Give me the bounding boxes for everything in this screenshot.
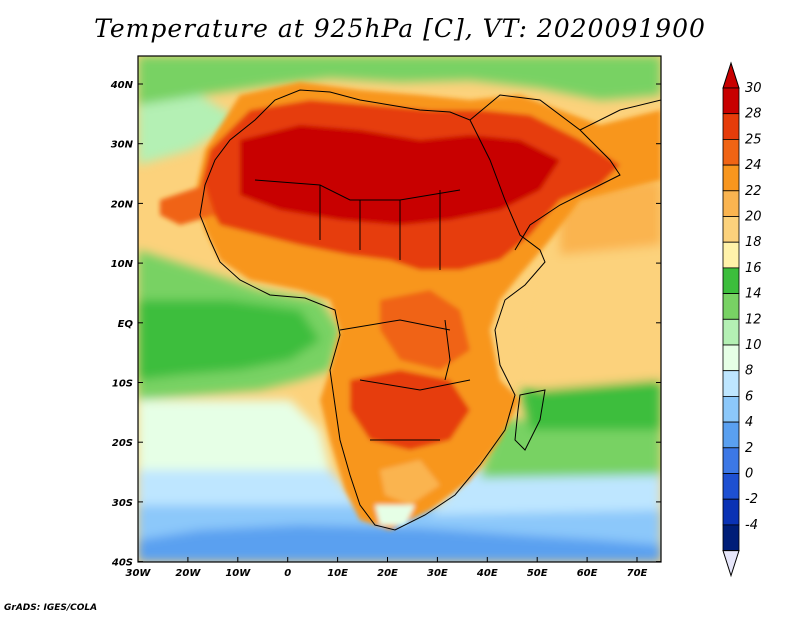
colorbar-swatch: [722, 447, 740, 474]
colorbar-swatch: [722, 318, 740, 346]
lat-label: 20N: [111, 199, 134, 210]
colorbar-label: -2: [745, 492, 758, 507]
lat-label: 10S: [112, 379, 133, 390]
lon-label: 10E: [327, 568, 348, 579]
lon-label: 40E: [476, 568, 498, 579]
lon-label: 20W: [175, 568, 201, 579]
colorbar-swatch: [722, 421, 740, 449]
colorbar-swatch: [722, 498, 740, 526]
colorbar-label: 18: [745, 235, 762, 250]
colorbar-label: 24: [745, 158, 762, 173]
colorbar-label: 0: [745, 467, 753, 482]
lon-label: 30E: [427, 568, 448, 579]
colorbar-label: 20: [745, 210, 762, 225]
lat-label: 30S: [112, 498, 133, 509]
lat-label: 10N: [111, 259, 134, 270]
colorbar-swatch: [722, 370, 740, 397]
lat-label: 20S: [112, 438, 133, 449]
colorbar-label: 25: [745, 132, 762, 147]
coastlines: [199, 89, 661, 531]
plot-frame: [137, 55, 662, 563]
colorbar-label: 6: [745, 389, 753, 404]
colorbar-bottom-arrow: [722, 550, 740, 578]
lon-label: 0: [284, 568, 291, 579]
lat-label: 40S: [111, 558, 133, 569]
temperature-field: [138, 56, 661, 562]
colorbar-swatch: [722, 190, 740, 217]
lon-axis: 30W 20W 10W 0 10E 20E 30E 40E 50E 60E 70E: [126, 557, 648, 579]
colorbar-label: 2: [745, 441, 753, 456]
colorbar-swatch: [722, 473, 740, 500]
lat-label: EQ: [118, 319, 134, 330]
colorbar-swatch: [722, 113, 740, 140]
lat-label: 30N: [111, 140, 134, 151]
colorbar-top-arrow: [722, 61, 740, 89]
colorbar-swatch: [722, 524, 740, 552]
colorbar-label: 12: [745, 312, 762, 327]
colorbar-label: 4: [745, 415, 753, 430]
colorbar-label: 22: [745, 184, 762, 199]
colorbar-swatch: [722, 216, 740, 243]
colorbar-label: 16: [745, 261, 762, 276]
colorbar-label: 14: [745, 287, 762, 302]
lat-axis: 40N 30N 20N 10N EQ 10S 20S 30S 40S: [110, 80, 661, 569]
lon-label: 70E: [627, 568, 648, 579]
colorbar-swatch: [722, 138, 740, 166]
lon-label: 20E: [377, 568, 398, 579]
colorbar-label: 8: [745, 364, 753, 379]
colorbar-label: 28: [745, 107, 762, 122]
map-title: Temperature at 925hPa [C], VT: 202009190…: [94, 14, 706, 43]
colorbar-swatch: [722, 344, 740, 372]
colorbar-label: 30: [745, 81, 762, 96]
colorbar-label: 10: [745, 338, 762, 353]
lon-label: 50E: [527, 568, 548, 579]
colorbar-swatch: [722, 395, 740, 423]
lon-label: 60E: [577, 568, 598, 579]
colorbar-swatch: [722, 293, 740, 320]
lon-label: 10W: [225, 568, 251, 579]
colorbar-swatch: [722, 164, 740, 192]
grads-credit: GrADS: IGES/COLA: [4, 603, 98, 613]
colorbar-swatch: [722, 267, 740, 294]
lon-label: 30W: [126, 568, 152, 579]
colorbar-label: -4: [745, 518, 758, 533]
colorbar-swatch: [722, 87, 740, 115]
lat-label: 40N: [110, 80, 134, 91]
colorbar-swatch: [722, 241, 740, 269]
